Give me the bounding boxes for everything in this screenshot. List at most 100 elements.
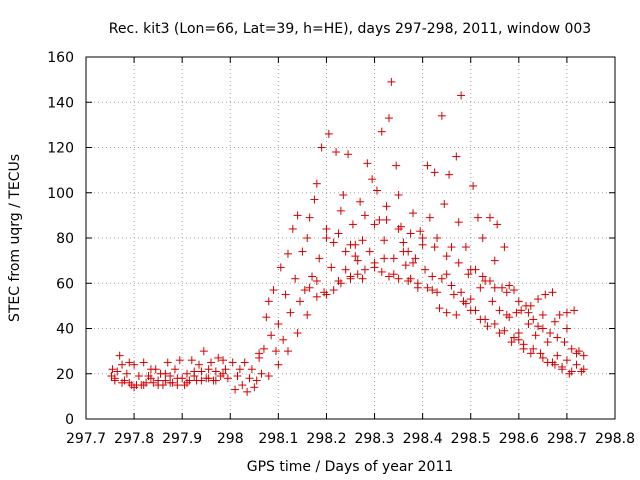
data-point bbox=[308, 272, 317, 281]
x-tick-label: 298 bbox=[217, 431, 244, 447]
data-point bbox=[394, 274, 403, 283]
data-point bbox=[428, 272, 437, 281]
data-point bbox=[447, 281, 456, 290]
data-point bbox=[430, 243, 439, 252]
data-point bbox=[387, 77, 396, 86]
axis-ticks bbox=[85, 56, 616, 420]
data-point bbox=[562, 324, 571, 333]
data-point bbox=[166, 378, 175, 387]
data-point bbox=[353, 256, 362, 265]
data-point bbox=[269, 286, 278, 295]
x-tick-labels: 297.7 297.8 297.9 298 298.1 298.2 298.3 298.4 29… bbox=[66, 431, 635, 447]
x-tick-label: 298.4 bbox=[403, 431, 443, 447]
data-point bbox=[115, 351, 124, 360]
x-tick-label: 297.9 bbox=[162, 431, 202, 447]
data-point bbox=[303, 234, 312, 242]
data-point bbox=[481, 315, 490, 324]
data-point bbox=[370, 220, 379, 229]
data-point bbox=[538, 324, 547, 333]
data-point bbox=[346, 240, 355, 249]
data-point bbox=[454, 258, 463, 267]
data-point bbox=[118, 360, 127, 369]
x-tick-label: 298.1 bbox=[258, 431, 298, 447]
data-point bbox=[469, 181, 478, 190]
data-point bbox=[281, 290, 290, 299]
data-point bbox=[163, 358, 172, 367]
data-point bbox=[312, 276, 321, 285]
data-point bbox=[360, 211, 369, 220]
data-point bbox=[134, 372, 143, 381]
data-point bbox=[495, 329, 504, 338]
data-point bbox=[113, 367, 122, 376]
data-point bbox=[110, 374, 119, 383]
data-point bbox=[510, 333, 519, 342]
data-point bbox=[488, 297, 497, 306]
data-point bbox=[514, 329, 523, 338]
data-point bbox=[125, 358, 134, 367]
data-point bbox=[428, 286, 437, 295]
data-point bbox=[512, 308, 521, 317]
grid-lines bbox=[86, 57, 615, 419]
data-point bbox=[238, 381, 247, 390]
data-point bbox=[221, 365, 230, 374]
data-point bbox=[548, 358, 557, 367]
data-point bbox=[430, 168, 439, 177]
data-point bbox=[130, 360, 139, 369]
data-point bbox=[233, 372, 242, 381]
data-point bbox=[146, 374, 155, 383]
data-point bbox=[461, 299, 470, 308]
data-point bbox=[553, 333, 562, 342]
y-tick-label: 160 bbox=[47, 50, 74, 66]
data-point bbox=[538, 353, 547, 362]
data-point bbox=[312, 292, 321, 301]
x-tick-label: 298.3 bbox=[354, 431, 394, 447]
data-point bbox=[418, 240, 427, 249]
x-axis-title: GPS time / Days of year 2011 bbox=[247, 459, 454, 475]
data-point bbox=[283, 249, 292, 258]
data-point bbox=[161, 376, 170, 385]
data-point bbox=[151, 365, 160, 374]
data-point bbox=[327, 263, 336, 272]
data-point bbox=[392, 161, 401, 170]
data-point bbox=[322, 224, 331, 233]
data-point bbox=[421, 265, 430, 274]
data-point bbox=[433, 234, 442, 242]
data-point bbox=[312, 179, 321, 188]
data-point bbox=[317, 143, 326, 152]
data-point bbox=[510, 286, 519, 295]
data-point bbox=[178, 374, 187, 383]
data-point bbox=[437, 274, 446, 283]
data-point bbox=[524, 319, 533, 328]
data-point bbox=[250, 383, 259, 392]
data-point bbox=[368, 175, 377, 184]
data-point bbox=[329, 286, 338, 295]
data-point bbox=[214, 353, 223, 362]
data-point bbox=[107, 372, 116, 381]
data-point bbox=[526, 349, 535, 358]
data-point bbox=[466, 265, 475, 274]
data-point bbox=[534, 322, 543, 331]
y-tick-label: 100 bbox=[47, 186, 74, 202]
data-point bbox=[553, 351, 562, 360]
data-point bbox=[536, 349, 545, 358]
data-point bbox=[182, 369, 191, 378]
data-point bbox=[461, 243, 470, 252]
data-point bbox=[440, 200, 449, 209]
data-point bbox=[382, 215, 391, 224]
y-tick-labels: 0 20 40 60 80 100 120 140 160 bbox=[47, 50, 74, 428]
data-point bbox=[454, 218, 463, 227]
y-tick-label: 60 bbox=[56, 276, 74, 292]
data-point bbox=[341, 265, 350, 274]
data-point bbox=[252, 376, 261, 385]
data-point bbox=[411, 254, 420, 263]
data-point bbox=[423, 161, 432, 170]
data-point bbox=[531, 331, 540, 340]
data-point bbox=[305, 283, 314, 292]
data-point bbox=[182, 378, 191, 387]
x-tick-label: 298.6 bbox=[499, 431, 539, 447]
data-point bbox=[409, 258, 418, 267]
data-point bbox=[560, 338, 569, 347]
data-point bbox=[476, 283, 485, 292]
data-point bbox=[358, 274, 367, 283]
data-point bbox=[505, 313, 514, 322]
